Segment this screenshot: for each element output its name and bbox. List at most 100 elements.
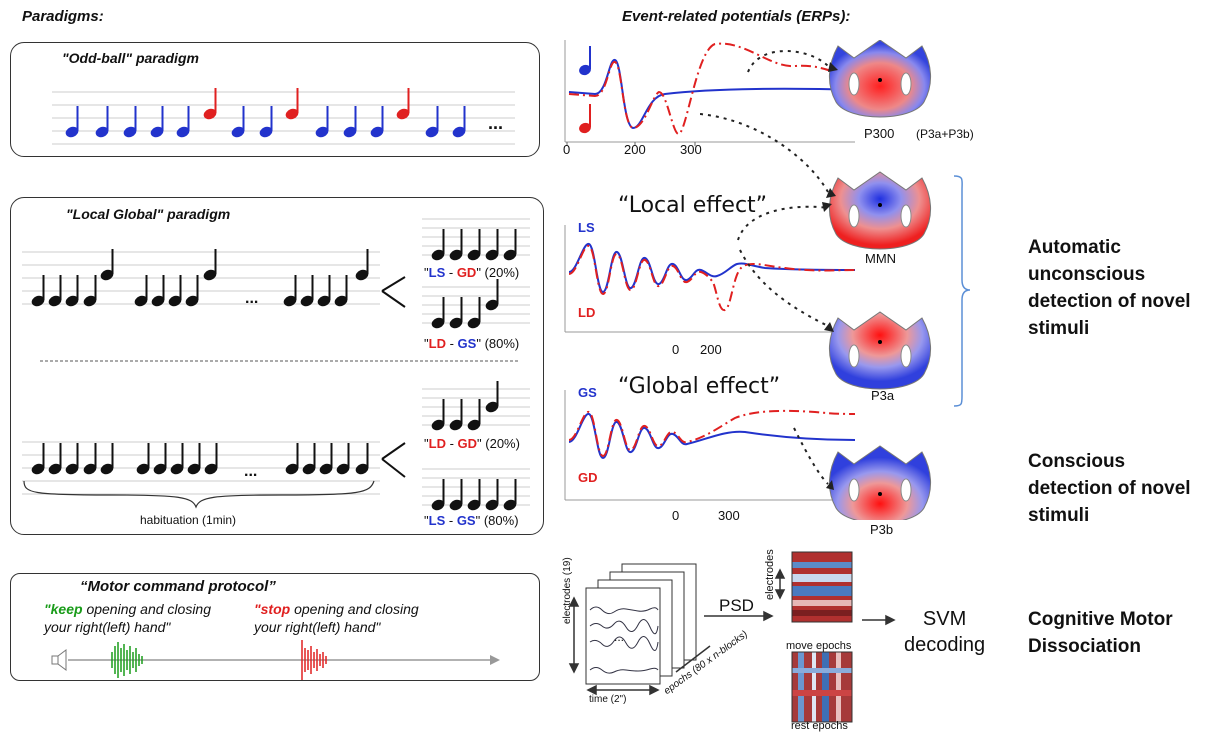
oddball-note xyxy=(65,106,79,138)
oddball-panel xyxy=(10,42,540,157)
erp-waveforms xyxy=(564,40,856,501)
oddball-note xyxy=(150,106,164,138)
topomap-p300 xyxy=(829,40,931,118)
topomap-mmn xyxy=(829,171,931,250)
oddball-note xyxy=(176,106,190,138)
lg-small-note xyxy=(485,479,499,511)
decoding-pipeline xyxy=(568,551,896,723)
lg-small-note xyxy=(485,279,499,311)
local-axis-0: 0 xyxy=(672,342,680,357)
lg-small-note xyxy=(467,479,481,511)
lg-note xyxy=(48,275,62,307)
stop-waveform xyxy=(301,640,327,680)
oddball-note xyxy=(343,106,357,138)
lg-note xyxy=(203,249,217,281)
global-axis-300: 300 xyxy=(718,508,740,523)
condition-ld-gs: "LD - GS" (80%) xyxy=(424,336,520,351)
rest-epochs-matrix xyxy=(791,651,853,723)
oddball-title: "Odd-ball" paradigm xyxy=(62,50,199,66)
lg-note xyxy=(334,275,348,307)
lg-note xyxy=(355,443,369,475)
habituation-label: habituation (1min) xyxy=(140,513,237,527)
lg-note xyxy=(187,443,201,475)
global-bottom-label: GD xyxy=(578,470,598,485)
oddball-note xyxy=(452,106,466,138)
speaker-icon xyxy=(51,649,67,671)
oddball-note xyxy=(123,106,137,138)
global-top-label: GS xyxy=(578,385,597,400)
lg-note xyxy=(100,249,114,281)
motor-title: “Motor command protocol” xyxy=(80,578,276,595)
lg-note xyxy=(48,443,62,475)
lg-small-note xyxy=(449,297,463,329)
lg-note xyxy=(319,443,333,475)
lg-note xyxy=(285,443,299,475)
conscious-detection-label: Conscious detection of novel stimuli xyxy=(1028,451,1191,526)
p300-axis-0: 0 xyxy=(563,142,571,157)
lg-note xyxy=(65,443,79,475)
oddball-note xyxy=(315,106,329,138)
lg-small-note xyxy=(431,297,445,329)
paradigms-header: Paradigms: xyxy=(22,8,104,25)
lg-small-note xyxy=(485,229,499,261)
psd-label: PSD xyxy=(719,596,754,615)
lg-note xyxy=(31,275,45,307)
lg-note xyxy=(185,275,199,307)
epoch-dots: ... xyxy=(614,630,625,644)
local-global-staff xyxy=(22,218,530,511)
lg-note xyxy=(136,443,150,475)
lg-note xyxy=(302,443,316,475)
topomap-p3a-label: P3a xyxy=(871,388,895,403)
p300-axis-200: 200 xyxy=(624,142,646,157)
arrow-p300 xyxy=(747,50,829,73)
lg-small-note xyxy=(503,229,517,261)
arrow-mmn xyxy=(737,205,829,241)
local-erp-plot xyxy=(564,225,856,333)
local-bottom-label: LD xyxy=(578,305,596,320)
lg-small-note xyxy=(431,229,445,261)
lg-note xyxy=(283,275,297,307)
lg-ellipsis-bottom: ... xyxy=(244,463,258,480)
topomap-p300-note: (P3a+P3b) xyxy=(916,127,974,141)
automatic-detection-label: Automatic unconscious detection of novel… xyxy=(1028,237,1191,339)
topomap-p3b-label: P3b xyxy=(870,522,894,537)
lg-small-note xyxy=(449,479,463,511)
condition-ld-gd: "LD - GD" (20%) xyxy=(424,436,520,451)
oddball-note xyxy=(259,106,273,138)
topomap-mmn-label: MMN xyxy=(865,251,897,266)
keep-instruction: "keep opening and closing your right(lef… xyxy=(44,601,211,635)
lg-small-note xyxy=(467,297,481,329)
oddball-note xyxy=(425,106,439,138)
p300-erp-plot xyxy=(564,40,856,146)
oddball-note xyxy=(203,88,217,120)
move-epochs-label: move epochs xyxy=(786,640,852,652)
audio-timeline xyxy=(51,640,500,680)
lg-small-note xyxy=(467,399,481,431)
condition-ls-gs: "LS - GS" (80%) xyxy=(424,513,519,528)
lg-small-note xyxy=(431,399,445,431)
local-effect-title: “Local effect” xyxy=(618,193,768,218)
oddball-note xyxy=(396,88,410,120)
local-axis-200: 200 xyxy=(700,342,722,357)
oddball-note xyxy=(285,88,299,120)
arrow-p3b xyxy=(793,427,829,485)
lg-small-note xyxy=(449,399,463,431)
lg-note xyxy=(204,443,218,475)
epoch-stack xyxy=(585,563,697,685)
electrodes-axis-label: electrodes (19) xyxy=(562,557,573,624)
lg-ellipsis-top: ... xyxy=(245,290,259,307)
global-axis-0: 0 xyxy=(672,508,680,523)
lg-note xyxy=(100,443,114,475)
erps-header: Event-related potentials (ERPs): xyxy=(622,8,851,25)
lg-note xyxy=(170,443,184,475)
electrodes-label: electrodes xyxy=(764,549,776,600)
local-top-label: LS xyxy=(578,220,595,235)
rest-epochs-label: rest epochs xyxy=(791,720,848,732)
move-epochs-matrix xyxy=(791,551,853,623)
condition-ls-gd: "LS - GD" (20%) xyxy=(424,265,520,280)
lg-note xyxy=(83,443,97,475)
lg-small-note xyxy=(485,381,499,413)
lg-small-note xyxy=(467,229,481,261)
lg-note xyxy=(31,443,45,475)
lg-note xyxy=(153,443,167,475)
